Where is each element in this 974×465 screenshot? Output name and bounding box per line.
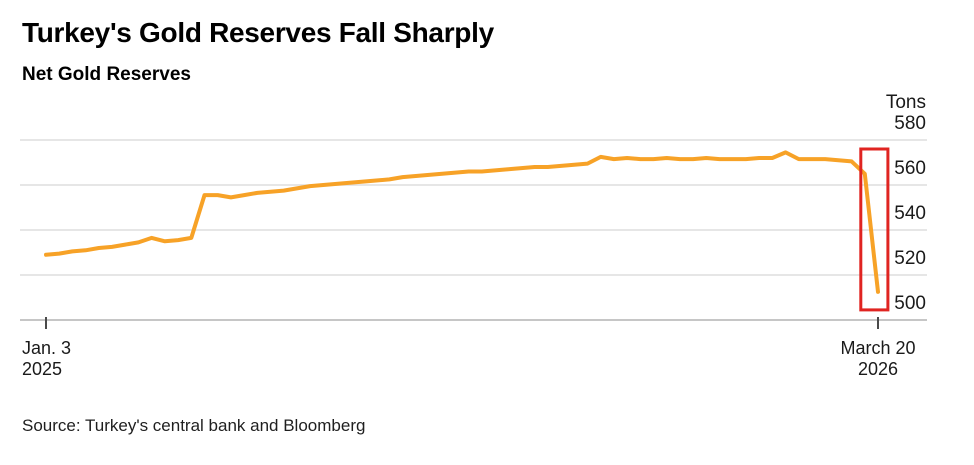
source-attribution: Source: Turkey's central bank and Bloomb… — [22, 416, 365, 435]
y-tick-label: 540 — [894, 203, 926, 224]
gridlines — [20, 139, 927, 321]
x-axis-end-label-line1: March 20 — [840, 338, 915, 358]
highlight-box — [859, 147, 890, 312]
page-title: Turkey's Gold Reserves Fall Sharply — [22, 17, 495, 48]
y-tick-label: 520 — [894, 248, 926, 269]
y-tick-label: 580 — [894, 113, 926, 134]
y-axis-unit-label: Tons — [886, 92, 926, 113]
chart-subtitle: Net Gold Reserves — [22, 64, 191, 85]
x-axis-start-label-line2: 2025 — [22, 359, 62, 379]
y-tick-labels: 580 560 540 520 500 — [894, 113, 926, 314]
x-axis-end-label-line2: 2026 — [858, 359, 898, 379]
y-tick-label: 560 — [894, 158, 926, 179]
y-tick-label: 500 — [894, 293, 926, 314]
x-axis-ticks — [45, 317, 879, 329]
x-axis-start-label-line1: Jan. 3 — [22, 338, 71, 358]
reserves-line-series — [44, 150, 880, 294]
